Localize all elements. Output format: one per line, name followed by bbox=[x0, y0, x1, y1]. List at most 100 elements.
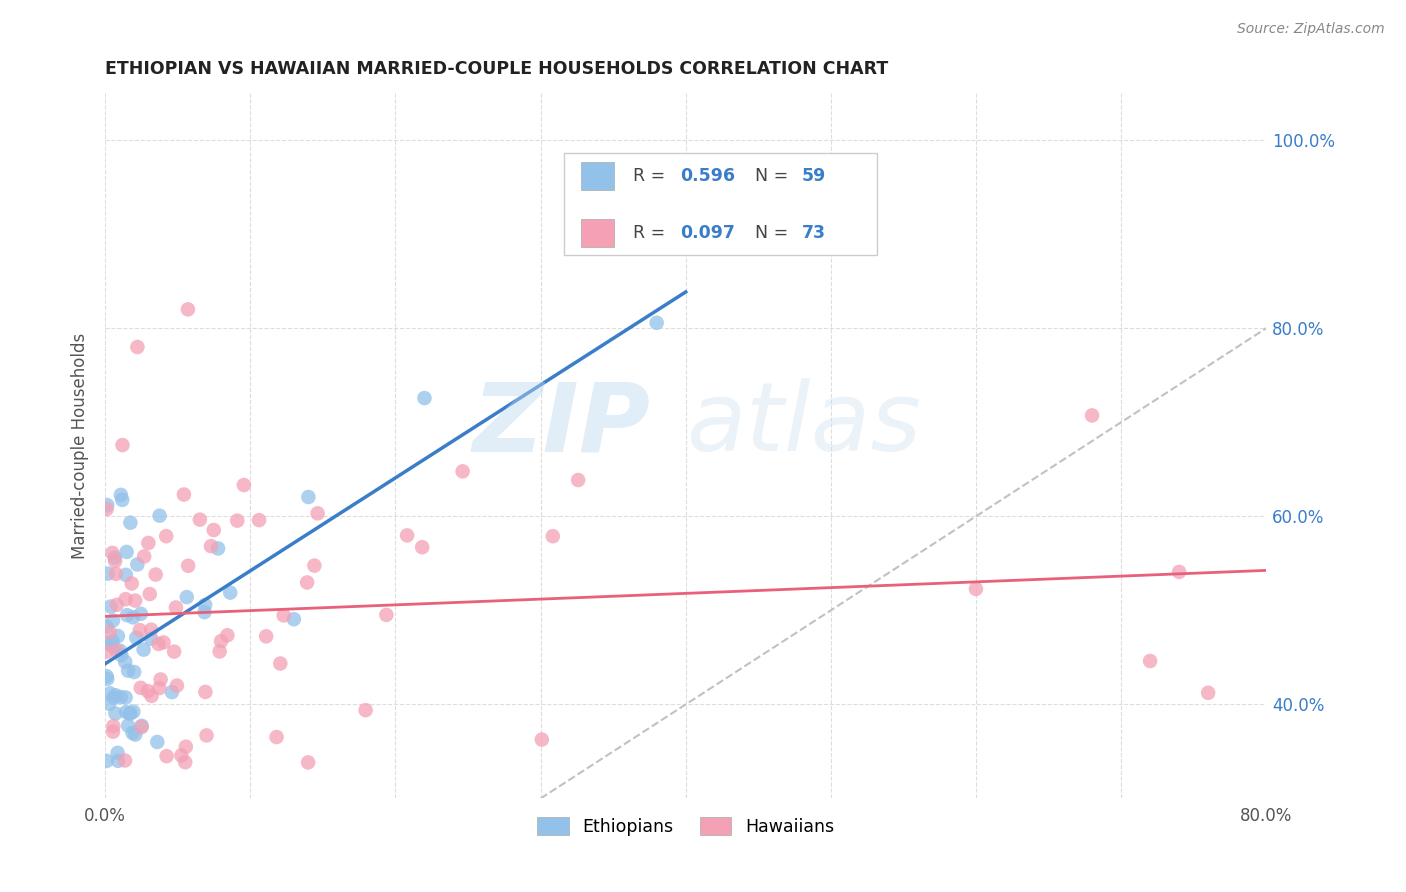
Point bbox=[965, 582, 987, 596]
Point bbox=[122, 705, 145, 719]
Point bbox=[122, 665, 145, 679]
Point bbox=[226, 514, 249, 528]
Text: N =: N = bbox=[755, 167, 794, 185]
Point bbox=[269, 657, 291, 671]
Point bbox=[411, 540, 433, 554]
Point bbox=[219, 585, 242, 599]
FancyBboxPatch shape bbox=[581, 219, 614, 247]
Point bbox=[115, 545, 138, 559]
Point bbox=[118, 706, 141, 721]
Point bbox=[209, 634, 232, 648]
Point bbox=[145, 567, 167, 582]
Point bbox=[297, 490, 319, 504]
Text: N =: N = bbox=[755, 224, 794, 242]
Point bbox=[96, 672, 118, 686]
Point bbox=[273, 608, 295, 623]
Point bbox=[202, 523, 225, 537]
Point bbox=[105, 598, 128, 612]
Point bbox=[104, 554, 127, 568]
Point bbox=[131, 720, 153, 734]
Point bbox=[232, 478, 254, 492]
Point bbox=[297, 756, 319, 770]
Point bbox=[103, 690, 125, 705]
Point bbox=[121, 576, 143, 591]
Point bbox=[104, 550, 127, 565]
Point bbox=[120, 706, 142, 721]
Point bbox=[114, 690, 136, 705]
Point bbox=[174, 755, 197, 769]
Point bbox=[131, 719, 153, 733]
Point bbox=[114, 655, 136, 669]
Point bbox=[114, 754, 136, 768]
Point bbox=[354, 703, 377, 717]
Point bbox=[107, 754, 129, 768]
Point bbox=[207, 541, 229, 556]
Point bbox=[541, 529, 564, 543]
Point bbox=[173, 487, 195, 501]
Point bbox=[193, 605, 215, 619]
Point bbox=[111, 492, 134, 507]
Point bbox=[530, 732, 553, 747]
Point bbox=[134, 549, 156, 564]
Point bbox=[155, 529, 177, 543]
Point bbox=[567, 473, 589, 487]
Text: 0.596: 0.596 bbox=[681, 167, 735, 185]
Point bbox=[117, 664, 139, 678]
Point bbox=[138, 536, 160, 550]
Point bbox=[148, 681, 170, 695]
Point bbox=[1081, 409, 1104, 423]
Point bbox=[97, 636, 120, 650]
Point bbox=[101, 614, 124, 628]
Text: R =: R = bbox=[634, 167, 671, 185]
Point bbox=[141, 623, 163, 637]
Point bbox=[136, 684, 159, 698]
Point bbox=[110, 644, 132, 658]
Point bbox=[188, 513, 211, 527]
Point bbox=[149, 508, 172, 523]
Point bbox=[100, 638, 122, 652]
Point bbox=[165, 600, 187, 615]
Point bbox=[307, 507, 329, 521]
Point bbox=[163, 645, 186, 659]
Point bbox=[170, 748, 193, 763]
Point bbox=[96, 502, 118, 516]
Point bbox=[266, 730, 288, 744]
Point bbox=[121, 726, 143, 740]
Point bbox=[174, 739, 197, 754]
Point bbox=[194, 598, 217, 612]
Point bbox=[107, 629, 129, 643]
Point bbox=[645, 316, 668, 330]
Point bbox=[177, 302, 200, 317]
Point bbox=[101, 724, 124, 739]
Point bbox=[166, 679, 188, 693]
Point bbox=[124, 593, 146, 607]
Point bbox=[117, 718, 139, 732]
Point bbox=[413, 391, 436, 405]
Point bbox=[247, 513, 270, 527]
Point bbox=[128, 623, 150, 637]
Point bbox=[195, 728, 218, 742]
Point bbox=[104, 566, 127, 581]
Point bbox=[101, 546, 124, 560]
Point bbox=[141, 632, 163, 646]
Text: ZIP: ZIP bbox=[472, 378, 651, 471]
Point bbox=[295, 575, 318, 590]
Point bbox=[177, 558, 200, 573]
Point bbox=[160, 685, 183, 699]
Point bbox=[124, 728, 146, 742]
Point bbox=[200, 539, 222, 553]
Point bbox=[194, 685, 217, 699]
Point bbox=[148, 637, 170, 651]
Point bbox=[100, 599, 122, 614]
Text: 59: 59 bbox=[801, 167, 827, 185]
Point bbox=[132, 642, 155, 657]
Point bbox=[96, 669, 118, 683]
Point bbox=[1139, 654, 1161, 668]
Point bbox=[96, 620, 118, 634]
Text: Source: ZipAtlas.com: Source: ZipAtlas.com bbox=[1237, 22, 1385, 37]
Point bbox=[105, 643, 128, 657]
Point bbox=[141, 689, 163, 703]
Point bbox=[103, 719, 125, 733]
Text: 73: 73 bbox=[801, 224, 825, 242]
Point bbox=[97, 566, 120, 581]
